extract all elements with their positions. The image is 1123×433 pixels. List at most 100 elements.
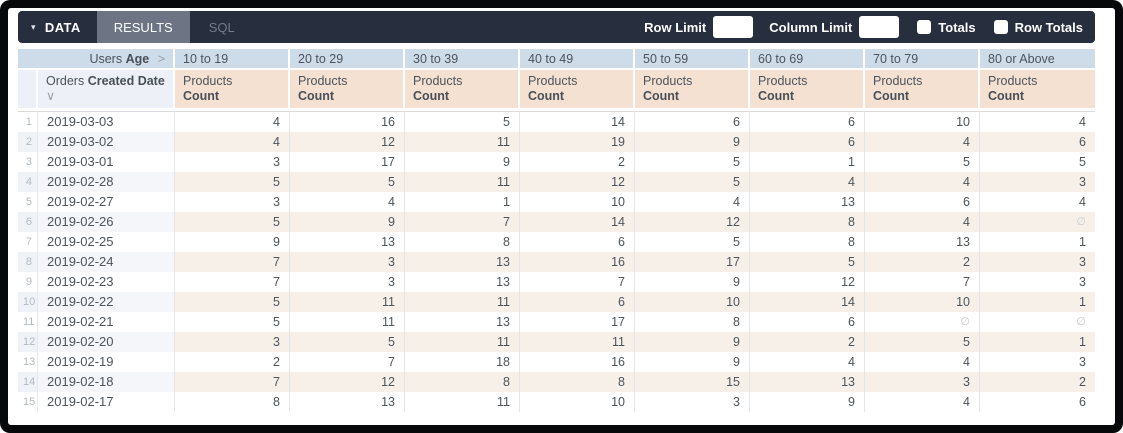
pivot-value-header[interactable]: 40 to 49 [520,49,635,70]
value-cell[interactable]: 4 [750,172,865,192]
value-cell[interactable]: 19 [520,132,635,152]
value-cell[interactable]: 4 [635,192,750,212]
value-cell[interactable]: 12 [750,272,865,292]
pivot-value-header[interactable]: 60 to 69 [750,49,865,70]
value-cell[interactable]: 3 [1079,275,1086,289]
value-cell[interactable]: 3 [175,192,290,212]
value-cell[interactable]: 11 [405,392,520,412]
value-cell[interactable]: 13 [750,372,865,392]
value-cell[interactable]: 9 [405,152,520,172]
pivot-value-header[interactable]: 50 to 59 [635,49,750,70]
value-cell[interactable]: 4 [290,192,405,212]
value-cell[interactable]: 12 [520,172,635,192]
date-cell[interactable]: 2019-02-24 [38,252,175,272]
value-cell[interactable]: 3 [635,392,750,412]
value-cell[interactable]: 1 [980,332,1095,352]
value-cell[interactable]: 4 [1079,195,1086,209]
value-cell[interactable]: 6 [520,232,635,252]
value-cell[interactable]: 1 [405,192,520,212]
value-cell[interactable]: 2 [175,352,290,372]
value-cell[interactable]: 5 [635,152,750,172]
date-cell[interactable]: 2019-02-27 [38,192,175,212]
value-cell[interactable]: 9 [750,392,865,412]
value-cell[interactable]: 8 [520,372,635,392]
value-cell[interactable]: 13 [405,252,520,272]
value-cell[interactable]: 11 [520,332,635,352]
value-cell-null[interactable]: ∅ [865,312,980,332]
row-dimension-header[interactable]: Orders Created Date ∨ [38,70,175,111]
value-cell[interactable]: 2 [865,252,980,272]
value-cell[interactable]: 12 [635,212,750,232]
value-cell[interactable]: 10 [865,111,980,132]
value-cell[interactable]: 8 [405,372,520,392]
value-cell[interactable]: 6 [980,132,1095,152]
value-cell[interactable]: 10 [865,292,980,312]
value-cell[interactable]: 3 [865,372,980,392]
date-cell[interactable]: 2019-02-20 [38,332,175,352]
value-cell[interactable]: 11 [405,292,520,312]
tab-data[interactable]: ▾ DATA [18,11,97,43]
value-cell[interactable]: 4 [865,212,980,232]
value-cell[interactable]: 9 [635,352,750,372]
value-cell[interactable]: 2 [980,372,1095,392]
date-cell[interactable]: 2019-02-26 [38,212,175,232]
date-cell[interactable]: 2019-03-01 [38,152,175,172]
value-cell[interactable]: 13 [290,232,405,252]
measure-header[interactable]: Products Count [175,70,290,111]
value-cell[interactable]: 3 [980,252,1095,272]
value-cell[interactable]: 9 [290,212,405,232]
pivot-dimension-header[interactable]: Users Age > [18,49,175,70]
value-cell[interactable]: 8 [750,212,865,232]
value-cell[interactable]: 6 [1079,395,1086,409]
date-cell[interactable]: 2019-03-02 [38,132,175,152]
row-totals-checkbox[interactable] [993,20,1008,34]
date-cell[interactable]: 2019-02-23 [38,272,175,292]
value-cell[interactable]: 6 [750,132,865,152]
column-limit-input[interactable] [859,16,900,38]
value-cell[interactable]: 5 [635,172,750,192]
pivot-value-header[interactable]: 20 to 29 [290,49,405,70]
value-cell[interactable]: 17 [635,252,750,272]
value-cell[interactable]: 6 [520,292,635,312]
value-cell[interactable]: 14 [520,111,635,132]
date-cell[interactable]: 2019-02-21 [38,312,175,332]
value-cell[interactable]: 4 [175,111,290,132]
value-cell[interactable]: 5 [750,252,865,272]
value-cell[interactable]: 9 [635,272,750,292]
value-cell[interactable]: 13 [405,312,520,332]
value-cell[interactable]: 14 [520,212,635,232]
pivot-value-header[interactable]: 70 to 79 [865,49,980,70]
value-cell[interactable]: 14 [750,292,865,312]
measure-header[interactable]: Products Count [750,70,865,111]
value-cell[interactable]: 8 [635,312,750,332]
date-cell[interactable]: 2019-03-03 [38,111,175,132]
measure-header[interactable]: Products Count [405,70,520,111]
date-cell[interactable]: 2019-02-19 [38,352,175,372]
measure-header[interactable]: Products Count [980,70,1095,111]
date-cell[interactable]: 2019-02-22 [38,292,175,312]
value-cell[interactable]: 9 [175,232,290,252]
value-cell[interactable]: 2 [520,152,635,172]
value-cell-null[interactable]: ∅ [1076,316,1086,328]
value-cell[interactable]: 6 [750,312,865,332]
value-cell[interactable]: 13 [750,192,865,212]
value-cell[interactable]: 5 [175,312,290,332]
value-cell[interactable]: 5 [865,332,980,352]
value-cell[interactable]: 3 [290,272,405,292]
value-cell[interactable]: 17 [290,152,405,172]
value-cell[interactable]: 10 [520,392,635,412]
value-cell[interactable]: 11 [405,172,520,192]
value-cell[interactable]: 13 [865,232,980,252]
measure-header[interactable]: Products Count [865,70,980,111]
value-cell[interactable]: 3 [290,252,405,272]
value-cell[interactable]: 11 [290,312,405,332]
pivot-value-header[interactable]: 30 to 39 [405,49,520,70]
value-cell[interactable]: 8 [750,232,865,252]
value-cell[interactable]: 5 [290,172,405,192]
value-cell[interactable]: 2 [750,332,865,352]
value-cell[interactable]: 10 [635,292,750,312]
value-cell[interactable]: 7 [175,252,290,272]
totals-checkbox[interactable] [917,20,932,34]
value-cell[interactable]: 3 [980,172,1095,192]
value-cell[interactable]: 12 [290,132,405,152]
